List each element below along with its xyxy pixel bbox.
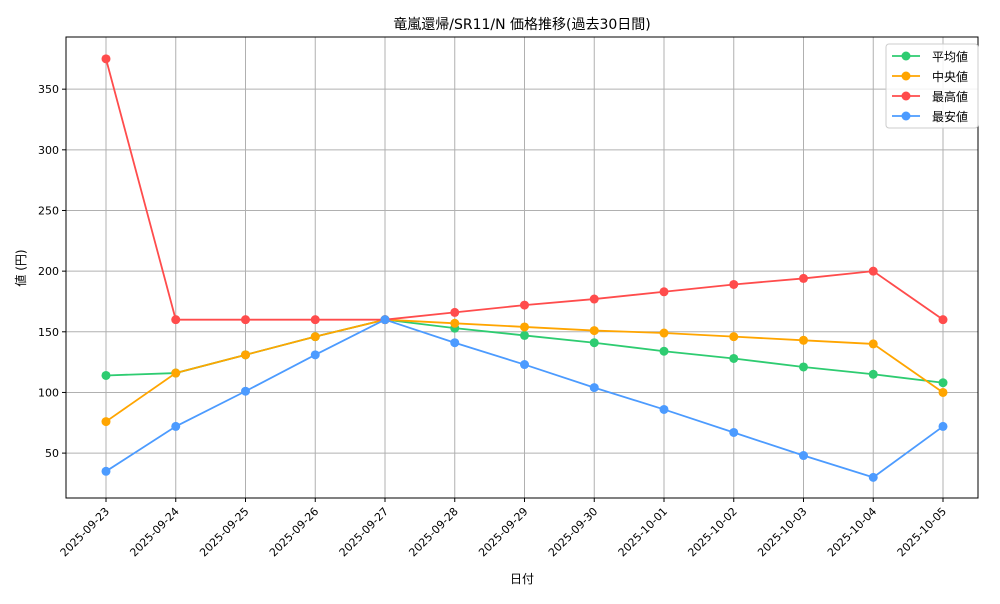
x-tick-label: 2025-10-02 [685, 505, 739, 559]
series-3 [101, 315, 948, 482]
x-tick-label: 2025-09-30 [546, 505, 600, 559]
x-tick-label: 2025-09-28 [406, 505, 460, 559]
data-point [938, 387, 948, 397]
x-tick-label: 2025-10-01 [616, 505, 670, 559]
data-point [520, 322, 529, 332]
y-tick-label: 50 [45, 447, 59, 460]
data-point [868, 369, 878, 379]
data-point [729, 353, 739, 363]
x-tick-label: 2025-09-29 [476, 505, 530, 559]
x-axis-label: 日付 [510, 572, 534, 586]
data-point [450, 338, 460, 348]
data-point [799, 451, 808, 461]
data-point [799, 273, 808, 283]
y-axis: 50 100 150 200 250 300 350 [38, 83, 66, 460]
data-point [589, 338, 599, 348]
data-point [171, 315, 181, 325]
y-tick-label: 200 [38, 265, 59, 278]
data-point [101, 466, 111, 476]
data-point [310, 350, 320, 360]
x-tick-label: 2025-09-25 [197, 505, 251, 559]
data-point [938, 421, 948, 431]
legend-label: 平均値 [932, 49, 968, 64]
data-point [520, 300, 529, 310]
data-point [868, 266, 878, 276]
data-point [101, 370, 111, 380]
data-point [380, 315, 390, 325]
legend-marker [901, 51, 911, 61]
x-axis: 2025-09-23 2025-09-24 2025-09-25 2025-09-26… [58, 498, 949, 559]
legend-label: 中央値 [932, 69, 968, 84]
data-point [450, 318, 460, 328]
data-point [659, 287, 669, 297]
legend-marker [901, 91, 911, 101]
data-point [799, 335, 808, 345]
data-point [450, 307, 460, 317]
data-point [938, 378, 948, 388]
data-point [520, 360, 529, 370]
legend-label: 最安値 [932, 109, 968, 124]
data-point [659, 328, 669, 338]
data-point [659, 404, 669, 414]
x-tick-label: 2025-09-27 [337, 505, 391, 559]
y-tick-label: 100 [38, 386, 59, 399]
data-point [659, 346, 669, 356]
x-tick-label: 2025-09-24 [127, 505, 181, 559]
data-point [729, 279, 739, 289]
legend-label: 最高値 [932, 89, 968, 104]
data-point [589, 326, 599, 336]
grid [66, 37, 978, 498]
data-point [101, 417, 111, 427]
x-tick-label: 2025-09-23 [58, 505, 112, 559]
data-point [310, 332, 320, 342]
data-point [729, 427, 739, 437]
data-point [938, 315, 948, 325]
data-point [729, 332, 739, 342]
data-point [241, 315, 250, 325]
x-tick-label: 2025-10-04 [825, 505, 879, 559]
data-point [589, 383, 599, 393]
y-tick-label: 150 [38, 326, 59, 339]
y-tick-label: 300 [38, 144, 59, 157]
x-tick-label: 2025-09-26 [267, 505, 321, 559]
y-axis-label: 値 (円) [13, 249, 28, 286]
chart-title: 竜嵐還帰/SR11/N 価格推移(過去30日間) [393, 16, 651, 33]
y-tick-label: 350 [38, 83, 59, 96]
legend-marker [901, 71, 911, 81]
series-lines [101, 54, 948, 482]
data-point [101, 54, 111, 64]
x-tick-label: 2025-10-05 [895, 505, 949, 559]
data-point [241, 350, 250, 360]
data-point [310, 315, 320, 325]
x-tick-label: 2025-10-03 [755, 505, 809, 559]
legend-marker [901, 111, 911, 121]
legend-box [885, 43, 979, 129]
data-point [241, 386, 250, 396]
data-point [520, 330, 529, 340]
data-point [589, 294, 599, 304]
y-tick-label: 250 [38, 204, 59, 217]
plot-frame [65, 36, 979, 499]
data-point [799, 362, 808, 372]
data-point [868, 472, 878, 482]
data-point [171, 421, 181, 431]
data-point [868, 339, 878, 349]
data-point [171, 368, 181, 378]
